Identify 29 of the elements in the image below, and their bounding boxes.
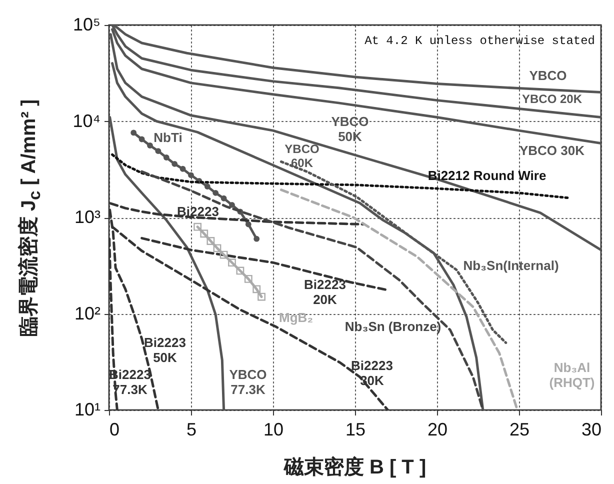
series-label: Bi2223 20K [304,277,346,307]
series-label: YBCO 50K [331,114,369,144]
text: Nb₃Al (RHQT) [549,360,595,390]
series-label: YBCO [529,68,567,83]
series-label: YBCO 30K [519,143,586,158]
y-tick-label: 10⁵ [73,14,100,34]
y-tick-label: 10⁴ [72,110,100,131]
series-label: YBCO 77.3K [229,367,267,397]
series-label: MgB₂ [279,310,314,325]
series-label: Bi2223 [177,204,219,219]
x-tick-label: 20 [427,420,448,440]
series-label: YBCO 20K [522,92,582,106]
x-tick-label: 5 [186,420,197,440]
series-label: Nb₃Sn (Bronze) [344,319,442,334]
x-tick-label: 30 [581,420,602,440]
y-tick-label: 10³ [74,207,101,227]
series-label: YBCO 60K [284,142,320,170]
series-label: Nb₃Sn(Internal) [463,258,559,273]
x-tick-label: 0 [110,420,120,440]
series-label: NbTi [154,130,182,145]
x-tick-label: 25 [509,420,530,440]
series-label: Bi2223 50K [144,335,186,365]
x-tick-label: 10 [263,420,284,440]
x-tick-label: 15 [345,420,366,440]
x-axis-title: 磁束密度 B [ T ] [284,455,426,480]
annotation: At 4.2 K unless otherwise stated [364,34,595,48]
y-tick-label: 10¹ [74,400,101,420]
y-tick-label: 10² [74,303,101,324]
series-label: Bi2212 Round Wire [428,168,546,183]
